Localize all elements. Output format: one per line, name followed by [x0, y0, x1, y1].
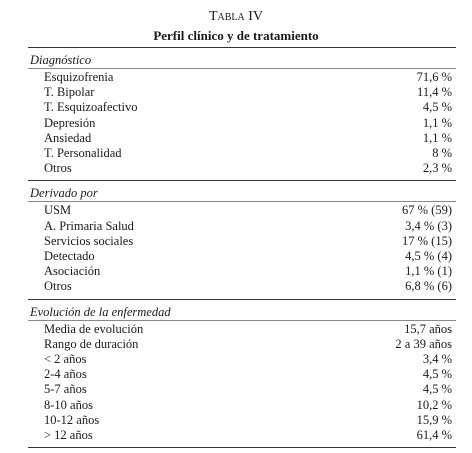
- row-value: 2,3 %: [422, 161, 452, 176]
- rule: [28, 201, 456, 203]
- row-label: > 12 años: [44, 428, 93, 442]
- row-value: 15,7 años: [404, 321, 452, 336]
- row-value: 4,5 % (4): [405, 249, 452, 263]
- rule: [28, 180, 456, 182]
- row-label: T. Esquizoafectivo: [44, 100, 138, 115]
- row-label: < 2 años: [44, 352, 87, 366]
- row-label: 2-4 años: [44, 367, 87, 382]
- row-label: Detectado: [44, 249, 95, 263]
- row-value: 2 a 39 años: [395, 336, 452, 351]
- section-title: Evolución de la enfermedad: [30, 304, 171, 319]
- section-title: Derivado por: [30, 186, 98, 201]
- rule: [28, 447, 456, 449]
- rule: [28, 298, 456, 300]
- rule: [28, 68, 456, 69]
- row-label: Ansiedad: [44, 130, 92, 145]
- row-label: Otros: [44, 161, 72, 176]
- row-value: 8 %: [432, 146, 452, 160]
- row-value: 3,4 %: [422, 352, 452, 366]
- row-value: 1,1 %: [422, 130, 452, 145]
- row-value: 11,4 %: [417, 85, 452, 100]
- row-value: 4,5 %: [422, 367, 452, 382]
- row-label: T. Bipolar: [44, 85, 95, 100]
- rule: [28, 47, 456, 48]
- row-value: 71,6 %: [416, 70, 452, 84]
- row-value: 4,5 %: [422, 100, 452, 115]
- row-label: Asociación: [44, 264, 101, 279]
- row-label: USM: [44, 203, 72, 218]
- row-label: Depresión: [44, 115, 96, 130]
- row-label: T. Personalidad: [44, 146, 122, 160]
- row-label: Otros: [44, 279, 72, 294]
- table-title: Perfil clínico y de tratamiento: [153, 28, 319, 43]
- row-value: 17 % (15): [402, 233, 452, 248]
- row-value: 1,1 % (1): [405, 264, 452, 279]
- row-value: 10,2 %: [416, 397, 452, 412]
- row-value: 67 % (59): [402, 203, 452, 218]
- row-value: 15,9 %: [416, 412, 452, 427]
- row-label: Servicios sociales: [44, 233, 134, 248]
- row-label: 8-10 años: [44, 397, 93, 412]
- row-label: Media de evolución: [44, 321, 144, 336]
- row-value: 1,1 %: [422, 115, 452, 130]
- section-title: Diagnóstico: [30, 53, 92, 67]
- row-label: Esquizofrenia: [44, 70, 114, 84]
- row-value: 61,4 %: [416, 428, 452, 442]
- row-value: 3,4 % (3): [405, 218, 452, 233]
- row-label: 10-12 años: [44, 412, 100, 427]
- table-number: Tabla IV: [208, 9, 264, 24]
- row-value: 6,8 % (6): [405, 279, 452, 294]
- row-label: Rango de duración: [44, 336, 139, 351]
- row-label: 5-7 años: [44, 382, 87, 397]
- rule: [28, 319, 456, 321]
- row-value: 4,5 %: [422, 382, 452, 397]
- row-label: A. Primaria Salud: [44, 218, 134, 233]
